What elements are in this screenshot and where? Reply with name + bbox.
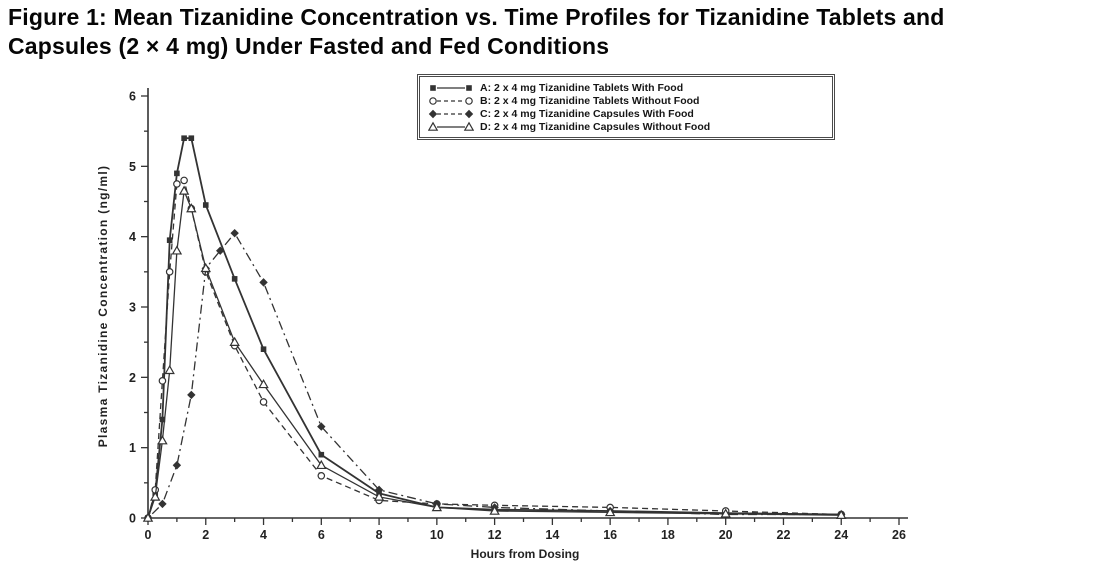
svg-text:24: 24 [834,528,848,542]
svg-text:10: 10 [430,528,444,542]
svg-text:2: 2 [202,528,209,542]
legend-item: B: 2 x 4 mg Tizanidine Tablets Without F… [428,95,824,107]
svg-text:18: 18 [661,528,675,542]
series-a-legend-marker-icon [430,85,472,91]
x-axis-title: Hours from Dosing [470,547,580,561]
svg-text:12: 12 [488,528,502,542]
svg-text:26: 26 [892,528,906,542]
legend-item: A: 2 x 4 mg Tizanidine Tablets With Food [428,82,824,94]
svg-text:20: 20 [719,528,733,542]
series-b-legend-marker-icon [429,97,473,105]
legend-item: C: 2 x 4 mg Tizanidine Capsules With Foo… [428,108,824,120]
series-d-legend-marker-icon [428,121,474,131]
svg-text:14: 14 [545,528,559,542]
svg-text:5: 5 [129,160,136,174]
svg-text:22: 22 [777,528,791,542]
svg-text:0: 0 [129,512,136,526]
legend-label-series-c: C: 2 x 4 mg Tizanidine Capsules With Foo… [480,108,694,120]
figure-title-line2: Capsules (2 × 4 mg) Under Fasted and Fed… [8,33,610,60]
svg-text:3: 3 [129,301,136,315]
svg-text:16: 16 [603,528,617,542]
legend-item: D: 2 x 4 mg Tizanidine Capsules Without … [428,121,824,133]
legend-label-series-a: A: 2 x 4 mg Tizanidine Tablets With Food [480,82,684,94]
svg-text:6: 6 [318,528,325,542]
svg-text:6: 6 [129,90,136,104]
svg-text:1: 1 [129,441,136,455]
svg-text:4: 4 [129,230,136,244]
legend-label-series-b: B: 2 x 4 mg Tizanidine Tablets Without F… [480,95,700,107]
y-axis-title: Plasma Tizanidine Concentration (ng/ml) [96,164,110,448]
series-c-legend-marker-icon [428,109,474,119]
svg-text:2: 2 [129,371,136,385]
legend: A: 2 x 4 mg Tizanidine Tablets With Food… [417,74,835,140]
figure-title-line1: Figure 1: Mean Tizanidine Concentration … [8,4,945,30]
svg-text:0: 0 [145,528,152,542]
svg-text:4: 4 [260,528,267,542]
legend-label-series-d: D: 2 x 4 mg Tizanidine Capsules Without … [480,121,711,133]
figure-title: Figure 1: Mean Tizanidine Concentration … [8,3,945,62]
svg-text:8: 8 [376,528,383,542]
